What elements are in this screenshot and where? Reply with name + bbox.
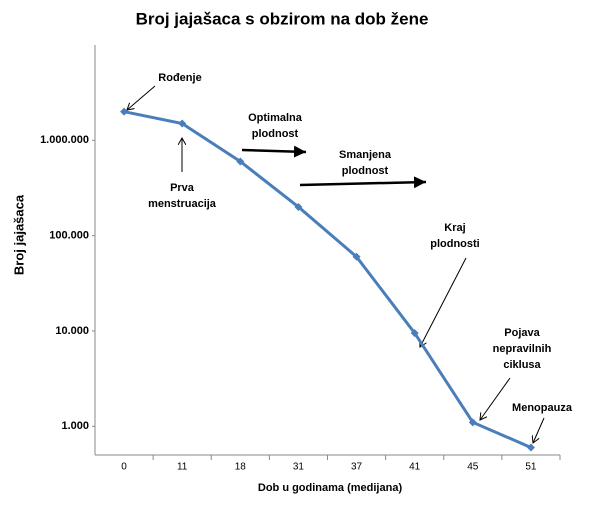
series-line [123,110,532,449]
annotation: menstruacija [148,198,217,210]
annotation: Prva [170,182,195,194]
annotation: Kraj [444,222,465,234]
arrow [420,257,467,347]
x-tick-label: 11 [177,462,188,473]
arrow [127,85,156,110]
x-tick-label: 45 [467,462,479,473]
annotation: Rođenje [158,72,201,84]
arrow [299,176,427,189]
annotation: Menopauza [512,402,573,414]
point-marker [410,329,419,338]
y-tick-label: 10.000 [55,325,89,337]
x-tick-label: 51 [525,462,537,473]
annotation: Optimalna [248,112,303,124]
x-tick-label: 31 [293,462,305,473]
annotation: plodnost [342,165,389,177]
point-marker [468,418,477,427]
point-marker [526,443,535,452]
point-marker [178,119,187,128]
annotation: nepravilnih [493,343,552,355]
y-tick-label: 1.000 [61,420,89,432]
annotation: plodnosti [430,238,480,250]
arrow [241,145,307,158]
arrow [533,417,545,443]
point-marker [294,202,303,211]
arrow [480,377,511,420]
y-tick-label: 1.000.000 [40,134,89,146]
x-tick-label: 18 [235,462,247,473]
y-tick-label: 100.000 [49,230,89,242]
chart-title: Broj jajašaca s obzirom na dob žene [136,9,429,28]
annotation: ciklusa [503,359,541,371]
annotation: Smanjena [339,149,392,161]
point-marker [236,157,245,166]
x-tick-label: 41 [409,462,421,473]
annotation: Pojava [504,327,540,339]
x-tick-label: 0 [121,462,127,473]
x-axis-title: Dob u godinama (medijana) [258,482,403,494]
x-tick-label: 37 [351,462,363,473]
annotation: plodnost [252,128,299,140]
y-axis-title: Broj jajašaca [11,194,26,275]
point-marker [120,107,129,116]
point-marker [352,252,361,261]
